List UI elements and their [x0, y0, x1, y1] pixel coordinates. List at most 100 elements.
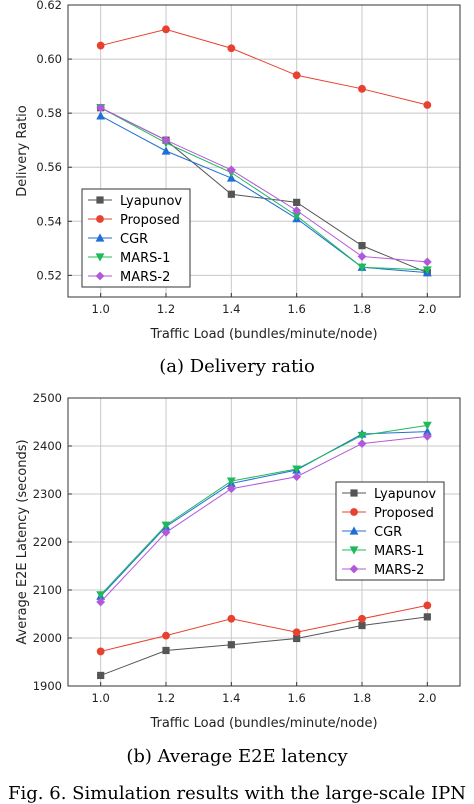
chart-a-legend-marker	[95, 233, 105, 242]
chart-a-point-cgr	[96, 111, 106, 120]
chart-a-y-tick-label: 0.58	[36, 106, 62, 120]
chart-a-series-line-proposed	[100, 28, 428, 106]
chart-b-point-mars-1	[226, 477, 236, 486]
chart-a-y-tick-label: 0.54	[36, 214, 62, 228]
chart-a-point-proposed	[292, 71, 301, 80]
chart-a-legend-label: Lyapunov	[120, 194, 182, 209]
chart-b-legend-marker	[350, 508, 358, 516]
chart-a-x-axis-label: Traffic Load (bundles/minute/node)	[149, 327, 377, 342]
chart-b-point-lyapunov	[358, 621, 366, 630]
chart-a-legend-label: MARS-2	[120, 270, 170, 285]
chart-b-legend-label: CGR	[374, 525, 402, 540]
chart-a-point-mars-2	[161, 135, 171, 145]
chart-b-series-line-mars-2	[100, 435, 428, 603]
chart-b-legend-label: MARS-1	[374, 544, 424, 559]
chart-a-point-mars-2	[422, 257, 432, 267]
chart-b-y-tick-label: 2100	[33, 583, 62, 597]
chart-a-point-mars-2	[357, 252, 367, 261]
chart-b-point-proposed	[292, 628, 301, 637]
chart-b-point-proposed	[162, 631, 170, 640]
chart-b-point-mars-2	[422, 432, 432, 441]
chart-b-point-proposed	[358, 614, 366, 623]
chart-b-point-lyapunov	[97, 671, 105, 680]
chart-b-point-lyapunov	[227, 641, 235, 649]
chart-b-point-proposed	[96, 647, 105, 656]
chart-b-legend-label: MARS-2	[374, 563, 424, 578]
chart-a-legend-label: Proposed	[120, 213, 180, 228]
chart-b-legend-marker	[349, 564, 359, 574]
chart-b-point-proposed	[423, 601, 432, 610]
caption-b: (b) Average E2E latency	[126, 746, 348, 767]
chart-a-y-axis-label: Delivery Ratio	[15, 105, 30, 197]
chart-a-series-line-mars-2	[100, 107, 428, 263]
chart-a-y-tick-label: 0.52	[36, 268, 62, 282]
chart-a-legend-label: MARS-1	[120, 251, 170, 266]
chart-a-point-proposed	[227, 44, 236, 53]
chart-b-point-mars-2	[226, 484, 236, 494]
chart-b-y-tick-label: 2400	[33, 439, 62, 453]
chart-a-point-mars-2	[292, 206, 302, 215]
chart-a-point-mars-1	[357, 263, 367, 272]
chart-b-x-axis-label: Traffic Load (bundles/minute/node)	[149, 716, 377, 731]
chart-b-series-line-proposed	[100, 604, 428, 652]
caption-a: (a) Delivery ratio	[159, 356, 315, 377]
chart-a-point-mars-2	[226, 165, 236, 175]
chart-b-point-mars-2	[357, 439, 367, 448]
chart-b-x-tick-label: 1.2	[157, 691, 175, 705]
chart-b-series-line-lyapunov	[100, 616, 428, 676]
chart-a-series-line-mars-1	[100, 107, 428, 271]
chart-a-legend-marker	[95, 253, 105, 262]
chart-b-series-line-mars-1	[100, 424, 428, 596]
chart-a-frame	[67, 4, 461, 298]
chart-a-point-cgr	[161, 146, 171, 155]
chart-b-point-lyapunov	[423, 613, 431, 621]
chart-b-x-tick-label: 1.6	[288, 691, 306, 705]
chart-b-legend-marker	[349, 546, 359, 555]
chart-a-point-cgr	[226, 173, 236, 182]
chart-a-point-proposed	[358, 84, 366, 93]
chart-b-point-proposed	[227, 614, 236, 623]
chart-a-x-tick-label: 1.4	[222, 302, 240, 316]
chart-a-point-mars-2	[96, 103, 106, 113]
chart-a-point-proposed	[96, 41, 105, 50]
chart-b-point-mars-1	[292, 465, 302, 474]
chart-b-frame	[67, 397, 461, 687]
chart-b-point-cgr	[422, 427, 432, 436]
chart-a-point-mars-1	[292, 212, 302, 221]
chart-a-y-tick-label: 0.60	[36, 52, 62, 66]
chart-b-point-mars-1	[357, 431, 367, 441]
figure-caption: Fig. 6. Simulation results with the larg…	[8, 783, 466, 804]
chart-a-legend-marker	[96, 196, 104, 204]
chart-b-y-tick-label: 2200	[33, 535, 62, 549]
chart-a-x-tick-label: 2.0	[418, 302, 436, 316]
chart-b-legend-marker	[350, 489, 358, 497]
chart-a-point-lyapunov	[227, 190, 235, 198]
chart-a-y-tick-label: 0.56	[36, 160, 62, 174]
chart-b-legend-label: Lyapunov	[374, 487, 436, 502]
chart-a-x-tick-label: 1.0	[92, 302, 110, 316]
chart-b-point-lyapunov	[293, 634, 301, 643]
chart-b-legend-marker	[349, 526, 359, 535]
chart-a-y-tick-label: 0.62	[36, 0, 62, 12]
chart-b-x-tick-label: 1.8	[353, 691, 371, 705]
chart-b-point-mars-1	[96, 591, 106, 600]
chart-b-y-tick-label: 1900	[33, 679, 62, 693]
chart-a-x-tick-label: 1.8	[353, 302, 371, 316]
chart-a-point-proposed	[423, 101, 432, 109]
chart-b-point-mars-2	[96, 597, 106, 607]
chart-a-point-mars-1	[422, 266, 432, 275]
chart-a-point-proposed	[162, 25, 170, 34]
chart-a-legend-label: CGR	[120, 232, 148, 247]
chart-a-x-tick-label: 1.2	[157, 302, 175, 316]
chart-a-x-tick-label: 1.6	[288, 302, 306, 316]
chart-a-point-lyapunov	[358, 242, 366, 250]
chart-b-point-mars-2	[161, 528, 171, 537]
chart-b-x-tick-label: 1.4	[222, 691, 240, 705]
chart-b-point-mars-2	[292, 472, 302, 482]
chart-b-y-tick-label: 2500	[33, 391, 62, 405]
chart-b-x-tick-label: 2.0	[418, 691, 436, 705]
chart-b-x-tick-label: 1.0	[92, 691, 110, 705]
chart-a-point-lyapunov	[293, 198, 301, 206]
chart-b-legend-label: Proposed	[374, 506, 434, 521]
